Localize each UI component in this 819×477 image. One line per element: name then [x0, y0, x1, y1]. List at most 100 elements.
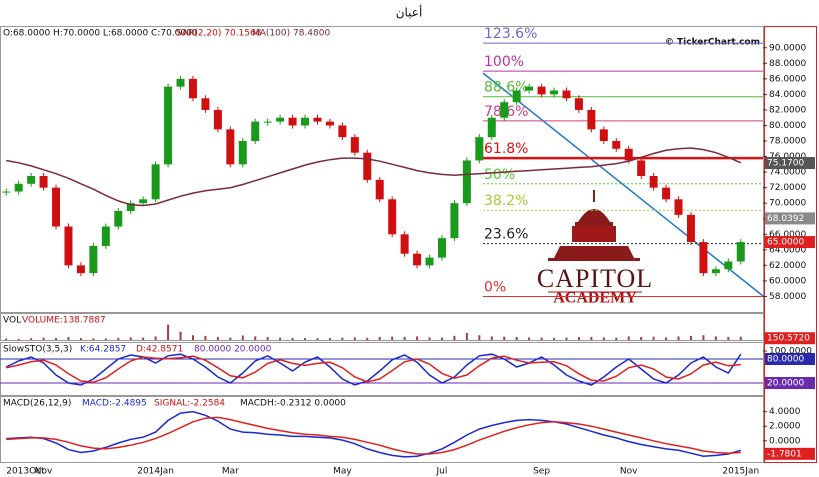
- volume-bar: [490, 336, 493, 340]
- y-tick-label: 84.0000: [769, 90, 806, 100]
- series-line: [6, 355, 741, 383]
- watermark: © TickerChart.com: [665, 38, 760, 48]
- candle: [599, 129, 608, 142]
- y-tick-label: 86.0000: [769, 74, 806, 84]
- y-tick-label: 100.0000: [769, 347, 812, 357]
- candle: [139, 199, 148, 204]
- volume-bar: [627, 336, 630, 340]
- candle: [437, 238, 446, 258]
- candle: [662, 187, 671, 200]
- candle: [52, 187, 61, 227]
- candle: [512, 90, 521, 103]
- price-tag-box: [765, 236, 815, 249]
- candle: [674, 199, 683, 215]
- volume-tag-label: 150.5720: [767, 334, 810, 344]
- x-tick-label: May: [333, 467, 352, 477]
- volume-bar: [304, 338, 307, 340]
- candle: [400, 234, 409, 254]
- x-tick-label: Jul: [436, 467, 448, 477]
- candle: [126, 203, 135, 211]
- volume-bar: [279, 337, 282, 340]
- candle: [350, 137, 359, 153]
- logo-sub: ACADEMY: [553, 290, 637, 307]
- volume-bar: [5, 338, 8, 340]
- volume-bar: [428, 337, 431, 340]
- volume-bar: [154, 336, 157, 340]
- candle: [500, 102, 509, 118]
- candle: [188, 78, 197, 99]
- volume-bar: [403, 336, 406, 340]
- volume-tag-box: [765, 332, 815, 345]
- volume-bar: [67, 337, 70, 340]
- series-line: [6, 147, 742, 207]
- volume-bar: [117, 337, 120, 340]
- candle: [14, 183, 23, 192]
- y-tick-label: 78.0000: [769, 137, 806, 147]
- candle: [101, 226, 110, 246]
- volume-bar: [92, 338, 95, 340]
- y-tick-label: 72.0000: [769, 183, 806, 193]
- signal-label: SIGNAL:-2.2584: [154, 399, 225, 409]
- volume-bar: [739, 336, 742, 340]
- y-tick-label: 0.0000: [769, 436, 801, 446]
- level-tag-label: -1.7801: [767, 449, 802, 459]
- y-tick-label: 82.0000: [769, 105, 806, 115]
- fib-label: 88.6%: [484, 80, 528, 96]
- candle: [114, 210, 123, 227]
- x-tick-label: 2013Oct: [6, 467, 45, 477]
- x-tick-label: Mar: [222, 467, 239, 477]
- candle: [624, 148, 633, 161]
- volume-bar: [515, 337, 518, 340]
- volume-bar: [104, 338, 107, 340]
- macdh-label: MACDH:-0.2312 0.0000: [240, 399, 346, 409]
- chart-title: أعيان: [396, 5, 423, 20]
- volume-bar: [465, 332, 468, 340]
- candle: [313, 117, 322, 122]
- candle: [637, 160, 646, 176]
- y-tick-label: 88.0000: [769, 59, 806, 69]
- y-tick-label: 2.0000: [769, 422, 801, 432]
- candle: [76, 265, 85, 274]
- level-tag-box: [765, 353, 815, 365]
- volume-bar: [266, 337, 269, 340]
- candle: [587, 109, 596, 130]
- x-tick-label: 2015Jan: [722, 467, 759, 477]
- y-tick-label: 80.0000: [769, 121, 806, 131]
- sto-name: SlowSTO(3,5,3): [3, 345, 72, 355]
- candle: [213, 109, 222, 130]
- series-line: [5, 353, 742, 386]
- fib-label: 38.2%: [484, 193, 528, 209]
- volume-bar: [241, 335, 244, 340]
- volume-bar: [378, 337, 381, 340]
- candle: [375, 179, 384, 200]
- fib-label: 61.8%: [484, 141, 528, 157]
- volume-bar: [416, 336, 419, 340]
- x-tick-label: Nov: [620, 467, 638, 477]
- candle: [201, 98, 210, 110]
- volume-bar: [553, 337, 556, 340]
- candle: [612, 141, 621, 149]
- logo-name: CAPITOL: [537, 264, 653, 293]
- volume-bar: [590, 336, 593, 340]
- volume-bar: [254, 336, 257, 340]
- y-tick-label: 4.0000: [769, 407, 801, 417]
- candle: [89, 245, 98, 274]
- price-tag-box: [765, 157, 815, 170]
- volume-bar: [353, 337, 356, 340]
- candle: [238, 141, 247, 165]
- candle: [27, 175, 36, 184]
- candle: [363, 152, 372, 180]
- volume-bar: [453, 335, 456, 340]
- y-tick-label: 70.0000: [769, 199, 806, 209]
- fib-label: 50%: [484, 167, 515, 183]
- volume-bar: [55, 337, 58, 340]
- volume-bar: [565, 337, 568, 340]
- fib-label: 0%: [484, 279, 506, 295]
- ma-legend: MA(100) 78.4800: [252, 29, 330, 39]
- panel-frames: [0, 26, 764, 463]
- price-tag-box: [765, 212, 815, 225]
- volume-bar: [30, 338, 33, 340]
- macd-name: MACD(26,12,9): [3, 399, 71, 409]
